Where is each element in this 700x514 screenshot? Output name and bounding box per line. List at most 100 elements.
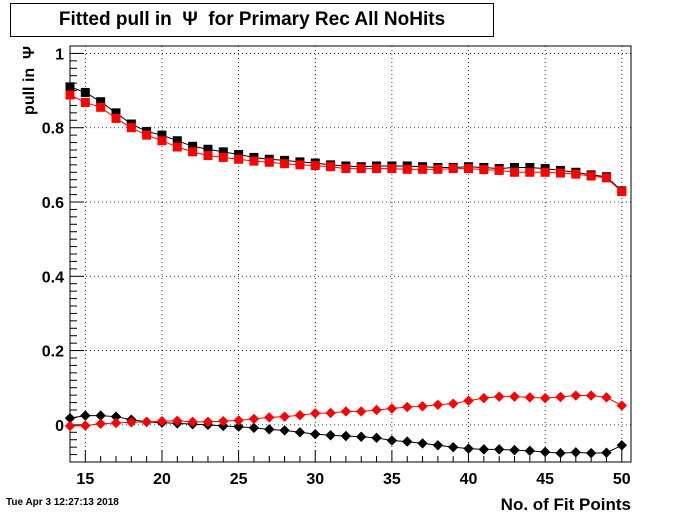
y-axis-label: pull in Ψ <box>21 46 38 115</box>
data-point <box>570 447 582 458</box>
y-tick-labels: 0 0.2 0.4 0.6 0.8 1 <box>42 46 64 434</box>
data-point <box>172 142 182 152</box>
data-point <box>341 164 351 174</box>
data-point <box>264 157 274 167</box>
data-point <box>386 403 398 414</box>
data-point <box>64 412 76 424</box>
data-point <box>326 162 336 172</box>
grid <box>70 46 631 462</box>
data-point <box>310 428 321 440</box>
data-point <box>126 417 137 428</box>
data-point <box>202 416 214 428</box>
y-tick-label: 0.6 <box>42 195 64 212</box>
data-point <box>126 123 136 133</box>
data-point <box>157 130 167 140</box>
x-tick-label: 20 <box>153 471 171 488</box>
data-point <box>525 162 535 172</box>
data-point <box>539 392 551 404</box>
x-tick-label: 15 <box>76 471 94 488</box>
data-point <box>463 443 474 454</box>
data-point <box>280 159 290 169</box>
data-point <box>493 444 505 455</box>
data-point <box>371 432 382 444</box>
data-point <box>111 113 121 123</box>
data-point <box>95 418 106 429</box>
data-point <box>234 149 244 159</box>
data-point <box>586 171 596 181</box>
data-point <box>325 407 336 419</box>
data-point <box>601 392 612 403</box>
data-point <box>188 147 198 157</box>
data-point <box>157 136 167 146</box>
data-point <box>494 165 504 175</box>
data-point <box>387 164 397 174</box>
data-point <box>156 415 168 427</box>
data-point <box>539 446 551 458</box>
data-point <box>65 90 75 100</box>
x-tick-label: 50 <box>613 471 631 488</box>
data-point <box>510 167 520 177</box>
data-point <box>616 440 628 451</box>
data-point <box>172 415 183 426</box>
x-tick-label: 35 <box>383 471 401 488</box>
y-tick-label: 0 <box>55 418 64 435</box>
data-point <box>64 420 76 432</box>
data-point <box>493 391 505 402</box>
data-point <box>464 164 474 174</box>
data-point <box>386 435 398 446</box>
data-point <box>203 151 213 161</box>
y-tick-label: 0.4 <box>42 269 64 286</box>
data-point <box>110 417 122 429</box>
data-point <box>279 411 290 422</box>
data-point <box>233 415 244 426</box>
x-tick-label: 30 <box>306 471 324 488</box>
data-point <box>448 164 458 174</box>
data-point <box>96 97 106 107</box>
data-point <box>570 390 582 401</box>
data-point <box>540 167 550 177</box>
data-point <box>555 168 565 178</box>
data-point <box>418 164 428 174</box>
data-point <box>509 444 520 456</box>
data-point <box>555 391 566 403</box>
data-point <box>203 144 213 154</box>
data-point <box>463 395 474 406</box>
data-point <box>95 410 106 421</box>
data-point <box>188 141 198 151</box>
data-point <box>447 398 459 409</box>
data-point <box>234 154 244 164</box>
data-point <box>432 440 444 451</box>
data-point <box>172 136 182 146</box>
data-point <box>601 447 612 458</box>
data-point <box>571 169 581 179</box>
data-point <box>325 430 336 441</box>
data-point <box>111 108 121 118</box>
data-point <box>80 97 90 107</box>
data-point <box>616 400 628 411</box>
data-point <box>524 392 536 403</box>
series-3 <box>64 390 628 432</box>
data-point <box>248 413 260 425</box>
data-point <box>402 436 413 447</box>
data-point <box>96 102 106 112</box>
data-point <box>478 444 490 455</box>
data-point <box>248 422 260 434</box>
data-point <box>141 416 152 428</box>
x-tick-label: 45 <box>536 471 554 488</box>
data-point <box>187 416 198 428</box>
data-point <box>617 187 627 197</box>
chart-title: Fitted pull in Ψ for Primary Rec All NoH… <box>10 3 494 37</box>
data-point <box>264 412 275 423</box>
data-point <box>585 447 597 459</box>
data-point <box>218 152 228 162</box>
data-point <box>402 401 413 413</box>
axis-ticks <box>69 52 623 462</box>
series-line <box>69 86 623 192</box>
data-point <box>279 425 290 436</box>
data-point <box>585 390 597 401</box>
data-point <box>356 164 366 174</box>
y-tick-label: 0.2 <box>42 344 64 361</box>
data-point <box>510 162 520 172</box>
data-point <box>356 431 367 442</box>
